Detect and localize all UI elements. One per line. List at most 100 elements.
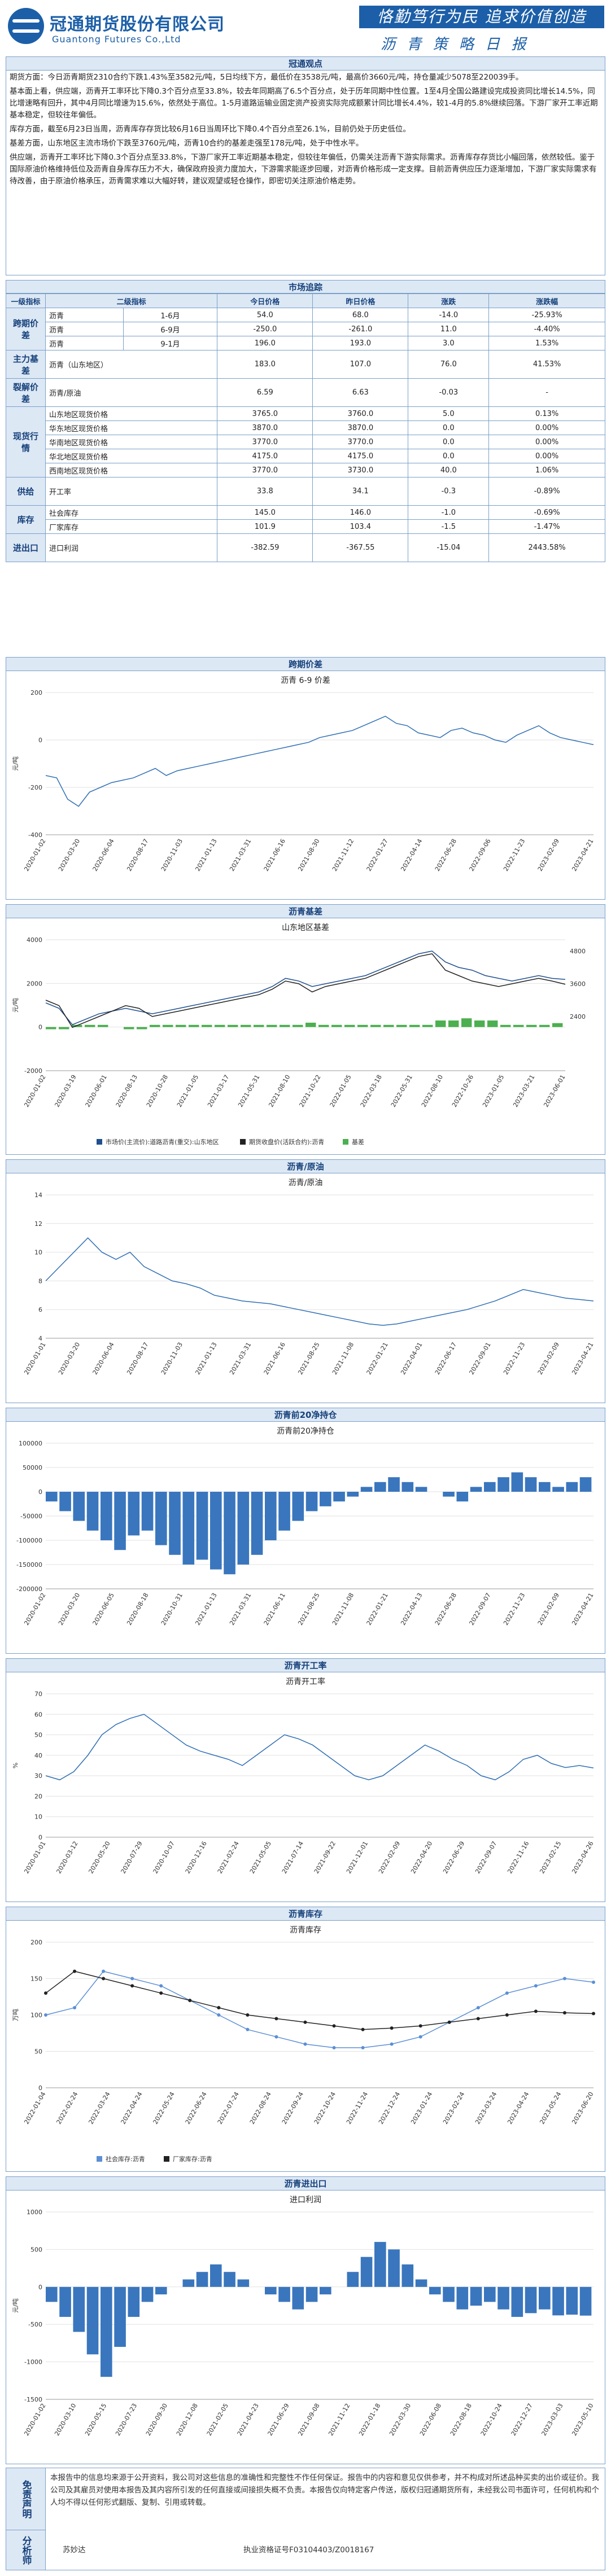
x-tick-label: 2022-01-04 [23,2091,47,2126]
basis-bar [46,1027,56,1029]
table-cell: -382.59 [217,533,313,562]
y-tick-label: -2000 [24,1067,42,1075]
series-point [447,2020,451,2024]
x-tick-label: 2020-10-07 [152,1840,176,1875]
view-paragraph: 供应端，沥青开工率环比下降0.3个百分点至33.8%，下游厂家开工率近期基本稳定… [10,153,597,186]
table-category: 库存 [6,505,46,534]
table-cell: -367.55 [312,533,409,562]
table-cell: 0.13% [488,406,605,421]
basis-bar [409,1024,420,1027]
y-axis-label: 元/吨 [12,756,19,771]
table-cell: 沥青/原油 [45,378,218,407]
table-cell: 0.00% [488,420,605,435]
chart-svg: 100000500000-50000-100000-150000-2000002… [16,1440,595,1627]
x-tick-label: 2021-03-31 [228,1341,252,1376]
data-bar [539,1482,551,1492]
x-tick-label: 2021-03-17 [206,1074,230,1109]
x-tick-label: 2023-04-24 [506,2091,530,2126]
x-tick-label: 2022-10-24 [313,2091,337,2126]
series-line [45,1970,594,2048]
basis-bar [215,1024,225,1027]
table-cell: 厂家库存 [45,519,218,534]
view-paragraphs: 期货方面：今日沥青期货2310合约下跌1.43%至3582元/吨，5日均线下方，… [6,71,605,189]
chart-panel: 沥青开工率 沥青开工率 70 60 50 40 30 20 10 0% 2020-01-01 2020… [6,1658,605,1902]
table-cell: 0.0 [408,449,490,463]
series-point [361,2046,365,2050]
table-cell: 3765.0 [217,406,313,421]
y-axis-label: 元/吨 [12,2298,19,2313]
chart-subtitle: 进口利润 [290,2196,321,2205]
analyst-license: 执业资格证号F03104403/Z0018167 [243,2546,374,2555]
x-tick-label: 2020-08-17 [125,1341,150,1376]
y-tick-label: 0 [38,737,42,744]
x-tick-label: 2020-03-12 [55,1840,79,1875]
chart-subtitle: 沥青前20净持仓 [277,1427,334,1436]
basis-bar [241,1024,251,1027]
x-tick-label: 2023-01-05 [481,1074,505,1109]
x-tick-label: 2021-06-16 [263,838,287,873]
table-cell: 华南地区现货价格 [45,435,218,449]
y-tick-label: -50000 [20,1513,42,1520]
data-bar [511,2286,523,2317]
table-cell: 183.0 [217,350,313,379]
x-tick-label: 2022-11-23 [502,1592,526,1627]
basis-bar [254,1024,264,1027]
table-cell: 103.4 [312,519,409,534]
chart-title: 沥青进出口 [6,2177,605,2191]
y-tick-label: -1500 [24,2396,42,2403]
basis-bar [137,1027,147,1029]
x-tick-label: 2021-04-23 [236,2402,260,2437]
data-bar [169,1492,181,1555]
basis-bar [500,1024,511,1027]
x-tick-label: 2022-09-24 [281,2091,305,2126]
y2-tick-label: 3600 [570,980,586,988]
table-cell: 9-1月 [123,336,218,351]
table-row: 库存 社会库存 145.0 146.0 -1.0 -0.69% [6,505,605,534]
basis-bar [150,1024,160,1027]
x-tick-label: 2021-01-13 [194,1592,218,1627]
y-tick-label: -1000 [24,2359,42,2366]
x-tick-label: 2020-06-01 [84,1074,108,1109]
chart-subtitle: 沥青 6-9 价差 [281,676,330,685]
x-tick-label: 2023-02-09 [536,1341,561,1376]
data-bar [415,2279,427,2287]
table-cell: 41.53% [488,350,605,379]
basis-bar [487,1020,498,1027]
y-tick-label: -100000 [16,1537,42,1544]
table-row: 现货行情 山东地区现货价格 3765.0 3760.0 5.0 0.13% [6,406,605,477]
y-tick-label: 100 [30,2012,42,2019]
basis-bar [163,1024,173,1027]
table-cell: 11.0 [408,322,490,336]
x-tick-label: 2020-07-29 [120,1840,144,1875]
table-cell: 76.0 [408,350,490,379]
data-bar [210,1492,222,1570]
x-tick-label: 2020-06-04 [91,1341,116,1376]
chart-title: 沥青库存 [6,1907,605,1921]
x-tick-label: 2020-01-01 [23,1341,47,1376]
table-row: 裂解价差 沥青/原油 6.59 6.63 -0.03- [6,378,605,407]
table-cell: 开工率 [45,477,218,506]
x-tick-label: 2020-01-02 [23,838,47,873]
x-tick-label: 2022-05-24 [152,2091,176,2126]
x-tick-label: 2022-11-23 [502,1341,526,1376]
x-tick-label: 2021-03-31 [228,1592,252,1627]
chart-title: 沥青前20净持仓 [6,1408,605,1422]
y-tick-label: 14 [34,1191,42,1199]
x-tick-label: 2022-05-31 [390,1074,414,1109]
y-tick-label: 0 [38,2284,42,2291]
table-header: 今日价格 [217,293,313,308]
basis-bar [539,1024,550,1027]
x-tick-label: 2020-01-02 [23,2402,47,2437]
x-tick-label: 2021-09-22 [313,1840,337,1875]
data-bar [292,2286,304,2310]
y-axis-label: % [12,1763,19,1768]
company-logo [8,8,44,44]
table-cell: 沥青 [45,322,124,336]
x-tick-label: 2021-08-25 [296,1592,321,1627]
x-tick-label: 2020-05-15 [84,2402,108,2437]
data-bar [141,1492,154,1531]
series-point [188,1999,192,2003]
data-bar [278,1492,290,1531]
series-point [73,2006,77,2010]
data-bar [525,2286,537,2314]
